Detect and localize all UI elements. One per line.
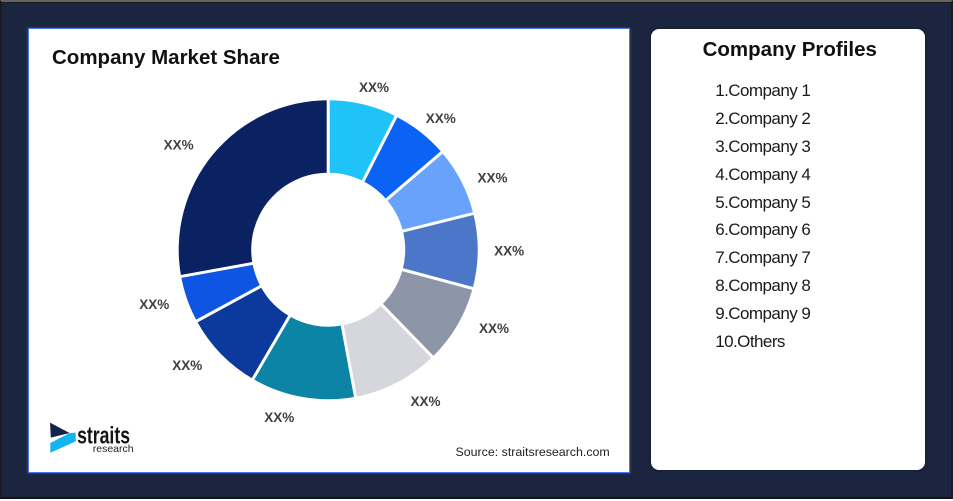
svg-text:XX%: XX% xyxy=(479,321,509,336)
svg-text:XX%: XX% xyxy=(359,80,389,95)
svg-text:XX%: XX% xyxy=(172,358,202,373)
svg-text:XX%: XX% xyxy=(164,138,194,153)
svg-text:XX%: XX% xyxy=(264,410,294,425)
svg-text:XX%: XX% xyxy=(426,111,456,126)
svg-text:straits: straits xyxy=(77,422,130,450)
svg-text:XX%: XX% xyxy=(477,171,507,186)
svg-text:XX%: XX% xyxy=(494,244,524,259)
svg-text:research: research xyxy=(93,443,134,455)
svg-text:XX%: XX% xyxy=(139,297,169,312)
svg-text:XX%: XX% xyxy=(410,394,440,409)
